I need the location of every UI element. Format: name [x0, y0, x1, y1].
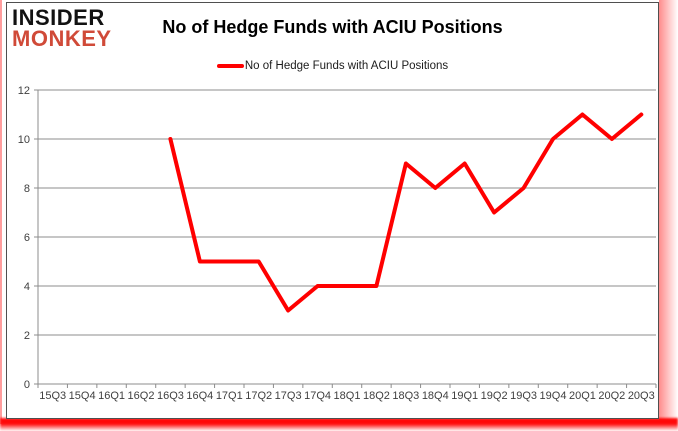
chart-title: No of Hedge Funds with ACIU Positions [162, 17, 503, 37]
insider-monkey-logo: INSIDER MONKEY [12, 5, 112, 51]
svg-text:20Q1: 20Q1 [569, 390, 596, 402]
chart-panel: INSIDER MONKEY No of Hedge Funds with AC… [6, 2, 659, 419]
logo-line-monkey: MONKEY [12, 25, 112, 51]
svg-text:6: 6 [24, 232, 30, 244]
svg-text:17Q2: 17Q2 [245, 390, 272, 402]
red-glow-bottom [0, 418, 678, 431]
svg-text:15Q4: 15Q4 [69, 390, 96, 402]
svg-text:17Q4: 17Q4 [304, 390, 331, 402]
svg-text:18Q3: 18Q3 [392, 390, 419, 402]
svg-text:15Q3: 15Q3 [39, 390, 66, 402]
svg-text:12: 12 [18, 85, 30, 97]
logo-line-insider: INSIDER [12, 5, 105, 30]
svg-text:20Q2: 20Q2 [598, 390, 625, 402]
red-glow-left [0, 0, 2, 424]
svg-text:19Q1: 19Q1 [451, 390, 478, 402]
svg-text:19Q2: 19Q2 [481, 390, 508, 402]
svg-text:16Q1: 16Q1 [98, 390, 125, 402]
svg-text:17Q3: 17Q3 [275, 390, 302, 402]
svg-text:0: 0 [24, 379, 30, 391]
svg-text:20Q3: 20Q3 [628, 390, 655, 402]
legend-line-marker [216, 64, 244, 68]
legend-label: No of Hedge Funds with ACIU Positions [244, 60, 449, 72]
svg-text:2: 2 [24, 330, 30, 342]
svg-text:18Q4: 18Q4 [422, 390, 449, 402]
legend: No of Hedge Funds with ACIU Positions [7, 58, 658, 74]
svg-text:16Q3: 16Q3 [157, 390, 184, 402]
red-glow-right [659, 0, 678, 420]
svg-text:19Q4: 19Q4 [540, 390, 567, 402]
svg-text:19Q3: 19Q3 [510, 390, 537, 402]
svg-text:8: 8 [24, 183, 30, 195]
svg-text:16Q2: 16Q2 [128, 390, 155, 402]
svg-text:10: 10 [18, 134, 30, 146]
svg-text:4: 4 [24, 281, 30, 293]
svg-text:18Q1: 18Q1 [334, 390, 361, 402]
svg-text:16Q4: 16Q4 [186, 390, 213, 402]
svg-text:18Q2: 18Q2 [363, 390, 390, 402]
svg-text:17Q1: 17Q1 [216, 390, 243, 402]
